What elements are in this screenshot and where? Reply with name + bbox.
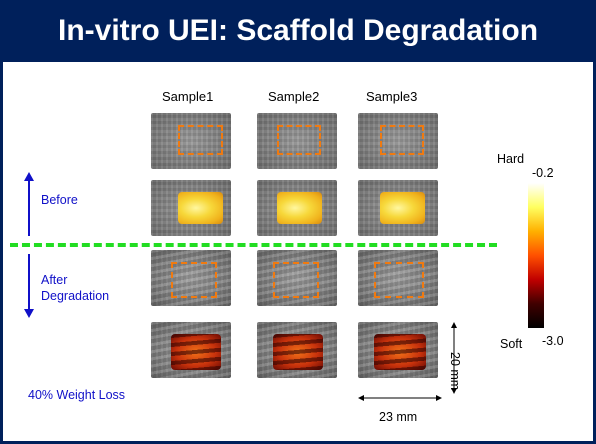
elastogram-patch (171, 334, 221, 370)
colorbar (528, 183, 544, 328)
elastogram-patch (380, 192, 425, 224)
colorbar-min-value: -3.0 (542, 334, 564, 348)
height-scale-bar (451, 322, 457, 394)
roi-box (273, 262, 319, 298)
elastogram-before-sample2 (257, 180, 337, 236)
sample1-label: Sample1 (162, 89, 214, 104)
colorbar-max-value: -0.2 (532, 166, 554, 180)
roi-box (277, 125, 321, 155)
slide-title: In-vitro UEI: Scaffold Degradation (57, 14, 539, 47)
bmode-after-sample1 (151, 250, 231, 306)
down-arrow-icon (24, 254, 34, 318)
width-scale-bar (358, 395, 442, 401)
separator-line (10, 243, 497, 247)
weight-loss-label: 40% Weight Loss (28, 388, 126, 402)
elastogram-after-sample2 (257, 322, 337, 378)
degradation-label: Degradation (41, 289, 110, 303)
height-scale-label: 20 mm (448, 352, 462, 391)
roi-box (178, 125, 223, 155)
bmode-before-sample3 (358, 113, 438, 169)
after-label: After (41, 273, 68, 287)
elastogram-patch (273, 334, 323, 370)
roi-box (380, 125, 424, 155)
roi-box (171, 262, 217, 298)
elastogram-patch (374, 334, 426, 370)
sample2-label: Sample2 (268, 89, 320, 104)
elastogram-after-sample1 (151, 322, 231, 378)
elastogram-patch (178, 192, 223, 224)
width-scale-label: 23 mm (379, 410, 418, 424)
bmode-before-sample2 (257, 113, 337, 169)
elastogram-patch (277, 192, 322, 224)
bmode-after-sample3 (358, 250, 438, 306)
colorbar-hard-label: Hard (497, 152, 525, 166)
colorbar-soft-label: Soft (500, 337, 523, 351)
bmode-after-sample2 (257, 250, 337, 306)
sample3-label: Sample3 (366, 89, 418, 104)
bmode-before-sample1 (151, 113, 231, 169)
before-label: Before (41, 193, 78, 207)
roi-box (374, 262, 424, 298)
title-bar (0, 0, 596, 62)
slide-frame (0, 62, 596, 444)
elastogram-after-sample3 (358, 322, 438, 378)
elastogram-before-sample1 (151, 180, 231, 236)
up-arrow-icon (24, 172, 34, 236)
elastogram-before-sample3 (358, 180, 438, 236)
